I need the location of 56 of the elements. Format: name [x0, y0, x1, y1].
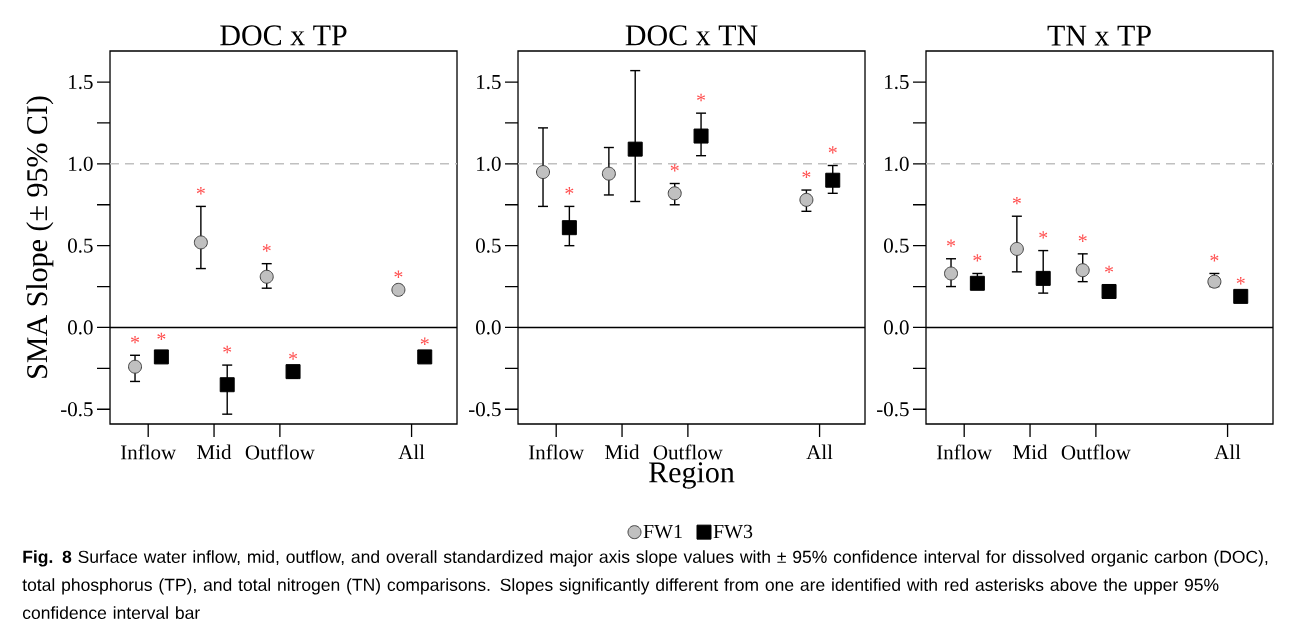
chart-title: TN x TP: [1047, 25, 1151, 46]
data-label: *: [1012, 196, 1021, 205]
y-tick-label: -0.5: [877, 402, 909, 417]
x-tick-label: All: [1214, 444, 1241, 460]
data-label: *: [394, 270, 403, 278]
y-tick-label: 0.0: [68, 320, 93, 335]
legend-label: FW1: [643, 524, 682, 539]
x-tick-label: Outflow: [653, 444, 723, 460]
chart-title: DOC x TN: [625, 25, 758, 46]
y-tick-label: 1.0: [69, 156, 93, 171]
y-tick-label: 0.0: [884, 320, 909, 335]
x-tick-label: Inflow: [528, 444, 585, 460]
legend-label: FW3: [713, 524, 753, 539]
chart-title: DOC x TP: [220, 25, 347, 46]
y-tick-label: 1.5: [69, 74, 93, 90]
y-tick-label: 1.5: [885, 74, 909, 90]
data-label: *: [565, 187, 574, 195]
x-tick-label: Mid: [197, 444, 232, 460]
y-tick-label: -0.5: [61, 402, 93, 417]
data-label: *: [131, 335, 140, 344]
data-label: *: [1105, 265, 1114, 273]
x-tick-label: Mid: [605, 444, 640, 460]
data-label: *: [697, 93, 706, 102]
data-label: *: [802, 170, 811, 179]
x-tick-label: Inflow: [120, 444, 177, 460]
y-tick-label: 1.5: [477, 74, 501, 90]
y-tick-label: 0.5: [884, 238, 909, 253]
y-tick-label: 1.0: [477, 156, 501, 171]
y-axis-title: SMA Slope (± 95% CI): [26, 96, 54, 378]
data-label: *: [1236, 277, 1245, 285]
data-label: *: [828, 146, 837, 154]
data-label: *: [947, 239, 956, 247]
y-tick-label: 0.0: [476, 320, 501, 335]
x-tick-label: All: [398, 444, 425, 460]
data-label: *: [196, 187, 205, 195]
text: Fig. 8 Surface water inflow, mid, outflow, and overall standardized major axis slope values with ± 95% confidence interval for dissolved organic carbon (DOC), total phosphorus (TP), and total nitrogen (TN) comparisons. Slopes significantly different from one are identified with red asterisks above the upper 95% confidence interval bar: [22, 550, 1268, 620]
data-label: *: [973, 254, 982, 262]
data-label: *: [157, 332, 166, 341]
x-tick-label: Inflow: [936, 444, 993, 460]
data-label: *: [1078, 234, 1087, 242]
data-label: *: [223, 345, 232, 354]
y-tick-label: 0.5: [476, 238, 501, 253]
y-tick-label: -0.5: [469, 402, 501, 417]
x-tick-label: Mid: [1013, 444, 1048, 460]
x-axis-title: Region: [649, 462, 735, 489]
data-label: *: [670, 164, 679, 172]
data-label: *: [1039, 231, 1048, 239]
data-label: *: [289, 352, 298, 360]
y-tick-label: 0.5: [68, 238, 93, 253]
x-tick-label: Outflow: [245, 444, 315, 460]
data-label: *: [262, 244, 271, 252]
data-label: *: [1210, 254, 1219, 262]
data-label: *: [420, 337, 429, 345]
y-tick-label: 1.0: [885, 156, 909, 171]
x-tick-label: Outflow: [1061, 444, 1131, 460]
x-tick-label: All: [806, 444, 833, 460]
